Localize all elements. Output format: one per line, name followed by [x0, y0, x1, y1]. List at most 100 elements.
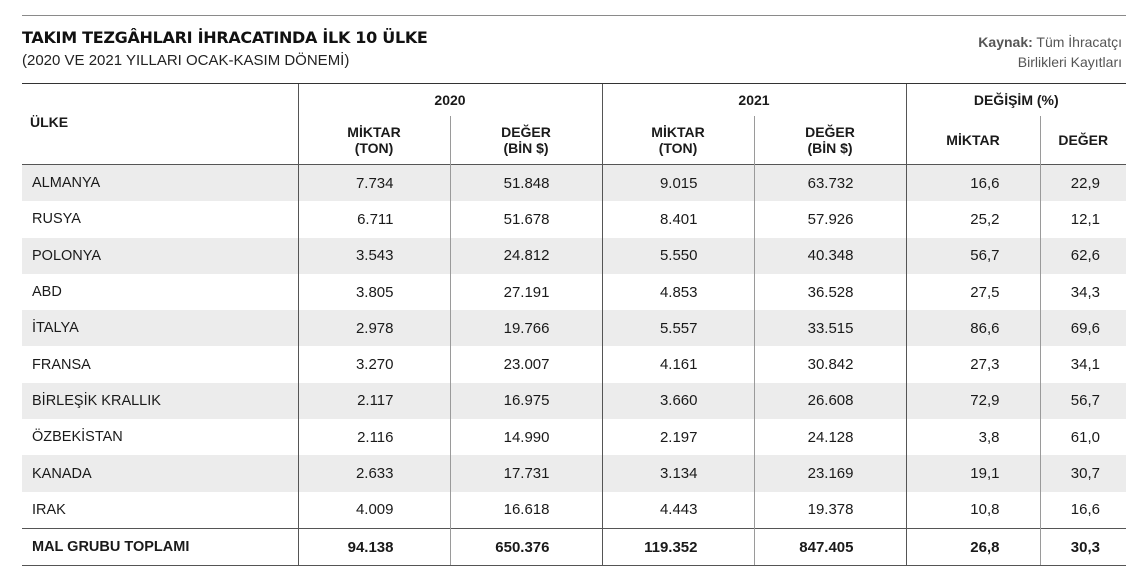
change-miktar-cell: 16,6 [905, 164, 1040, 202]
change-miktar-cell: 27,3 [905, 346, 1040, 383]
miktar-2021-cell: 5.550 [601, 237, 754, 274]
miktar-2021-cell: 5.557 [601, 310, 754, 347]
miktar-2021-cell: 3.134 [601, 455, 754, 492]
miktar-2020-cell: 94.138 [297, 527, 450, 567]
country-cell: ALMANYA [22, 164, 298, 202]
change-miktar-cell: 19,1 [905, 455, 1040, 492]
country-cell: BİRLEŞİK KRALLIK [22, 382, 298, 420]
miktar-2021-cell: 4.443 [601, 491, 754, 529]
deger-2021-cell: 23.169 [753, 455, 906, 492]
source-label: Kaynak: [978, 34, 1033, 50]
miktar-2020-cell: 3.543 [297, 237, 450, 274]
deger-2021-cell: 24.128 [753, 419, 906, 456]
change-deger-cell: 56,7 [1039, 382, 1126, 420]
miktar-2020-cell: 3.270 [297, 346, 450, 383]
miktar-2020-cell: 3.805 [297, 273, 450, 311]
miktar-2021-cell: 8.401 [601, 201, 754, 238]
table-row: ABD 3.805 27.191 4.853 36.528 27,5 34,3 [22, 273, 1126, 311]
miktar-2021-cell: 4.161 [601, 346, 754, 383]
country-cell: ABD [32, 284, 62, 301]
country-cell: FRANSA [32, 356, 91, 373]
deger-2020-cell: 17.731 [449, 455, 602, 492]
change-deger-cell: 22,9 [1039, 164, 1126, 202]
miktar-2020-cell: 2.117 [297, 382, 450, 420]
deger-2020-cell: 51.678 [449, 201, 602, 238]
change-deger-cell: 34,1 [1039, 346, 1126, 383]
change-miktar-cell: 56,7 [905, 237, 1040, 274]
change-deger-cell: 16,6 [1039, 491, 1126, 529]
change-deger-header: DEĞER [1039, 116, 1126, 165]
deger-2020-cell: 27.191 [449, 273, 602, 311]
source-text-line2: Birlikleri Kayıtları [1017, 54, 1122, 70]
deger-2021-cell: 63.732 [753, 164, 906, 202]
deger-2021-cell: 30.842 [753, 346, 906, 383]
change-miktar-cell: 27,5 [905, 273, 1040, 311]
deger-2020-cell: 24.812 [449, 237, 602, 274]
page-title: TAKIM TEZGÂHLARI İHRACATINDA İLK 10 ÜLKE [22, 28, 428, 47]
miktar-2021-cell: 2.197 [601, 419, 754, 456]
change-deger-cell: 12,1 [1039, 201, 1126, 238]
deger-2021-cell: 57.926 [753, 201, 906, 238]
miktar-2021-header: MİKTAR (TON) [601, 116, 754, 165]
header-divider [22, 83, 1126, 84]
country-cell: ÖZBEKİSTAN [32, 429, 123, 446]
top-divider [22, 15, 1126, 16]
table-row: KANADA 2.633 17.731 3.134 23.169 19,1 30,7 [22, 455, 1126, 492]
miktar-2020-cell: 4.009 [297, 491, 450, 529]
miktar-2021-cell: 9.015 [601, 164, 754, 202]
table-row: POLONYA 3.543 24.812 5.550 40.348 56,7 62,6 [22, 237, 1126, 274]
table-row: IRAK 4.009 16.618 4.443 19.378 10,8 16,6 [22, 491, 1126, 529]
deger-2020-cell: 650.376 [449, 527, 602, 567]
export-table: ÜLKE 2020 2021 DEĞİŞİM (%) MİKTAR (TON) D… [22, 84, 1126, 567]
source-text: Tüm İhracatçı [1036, 34, 1122, 50]
deger-2020-cell: 14.990 [449, 419, 602, 456]
deger-2021-cell: 40.348 [753, 237, 906, 274]
miktar-2021-cell: 119.352 [601, 527, 754, 567]
change-miktar-cell: 72,9 [905, 382, 1040, 420]
change-header: DEĞİŞİM (%) [905, 84, 1126, 116]
deger-2021-cell: 847.405 [753, 527, 906, 567]
table-row: ÖZBEKİSTAN 2.116 14.990 2.197 24.128 3,8 61,0 [22, 419, 1126, 456]
miktar-2020-cell: 7.734 [297, 164, 450, 202]
total-row: MAL GRUBU TOPLAMI 94.138 650.376 119.352 847… [22, 527, 1126, 567]
deger-2020-cell: 51.848 [449, 164, 602, 202]
country-column-header: ÜLKE [30, 114, 69, 130]
table-row: RUSYA 6.711 51.678 8.401 57.926 25,2 12,1 [22, 201, 1126, 238]
country-cell: MAL GRUBU TOPLAMI [22, 527, 298, 567]
country-cell: İTALYA [22, 310, 298, 347]
country-cell: KANADA [22, 455, 298, 492]
table-row: BİRLEŞİK KRALLIK 2.117 16.975 3.660 26.608 72… [22, 382, 1126, 420]
miktar-2020-cell: 2.978 [297, 310, 450, 347]
change-deger-cell: 34,3 [1039, 273, 1126, 311]
change-miktar-cell: 26,8 [905, 527, 1040, 567]
change-deger-cell: 30,3 [1039, 527, 1126, 567]
deger-2021-cell: 33.515 [753, 310, 906, 347]
country-cell: POLONYA [22, 237, 298, 274]
change-miktar-cell: 10,8 [905, 491, 1040, 529]
miktar-2020-cell: 2.633 [297, 455, 450, 492]
miktar-2020-cell: 6.711 [297, 201, 450, 238]
deger-2020-cell: 19.766 [449, 310, 602, 347]
change-deger-cell: 62,6 [1039, 237, 1126, 274]
change-miktar-header: MİKTAR [905, 116, 1040, 165]
year-2021-header: 2021 [601, 84, 906, 116]
miktar-2020-cell: 2.116 [297, 419, 450, 456]
deger-2021-cell: 19.378 [753, 491, 906, 529]
deger-2020-cell: 23.007 [449, 346, 602, 383]
table-row: İTALYA 2.978 19.766 5.557 33.515 86,6 69,6 [22, 310, 1126, 347]
miktar-2021-cell: 4.853 [601, 273, 754, 311]
source-note: Kaynak: Tüm İhracatçı Birlikleri Kayıtla… [978, 32, 1122, 72]
change-miktar-cell: 3,8 [905, 419, 1040, 456]
table-row: FRANSA 3.270 23.007 4.161 30.842 27,3 34,1 [22, 346, 1126, 383]
year-2020-header: 2020 [297, 84, 602, 116]
change-deger-cell: 61,0 [1039, 419, 1126, 456]
change-miktar-cell: 86,6 [905, 310, 1040, 347]
deger-2021-cell: 26.608 [753, 382, 906, 420]
page-subtitle: (2020 VE 2021 YILLARI OCAK-KASIM DÖNEMİ) [22, 52, 350, 69]
deger-2021-cell: 36.528 [753, 273, 906, 311]
change-deger-cell: 69,6 [1039, 310, 1126, 347]
miktar-2021-cell: 3.660 [601, 382, 754, 420]
table-row: ALMANYA 7.734 51.848 9.015 63.732 16,6 22,9 [22, 164, 1126, 202]
miktar-2020-header: MİKTAR (TON) [297, 116, 450, 165]
deger-2021-header: DEĞER (BİN $) [753, 116, 906, 165]
